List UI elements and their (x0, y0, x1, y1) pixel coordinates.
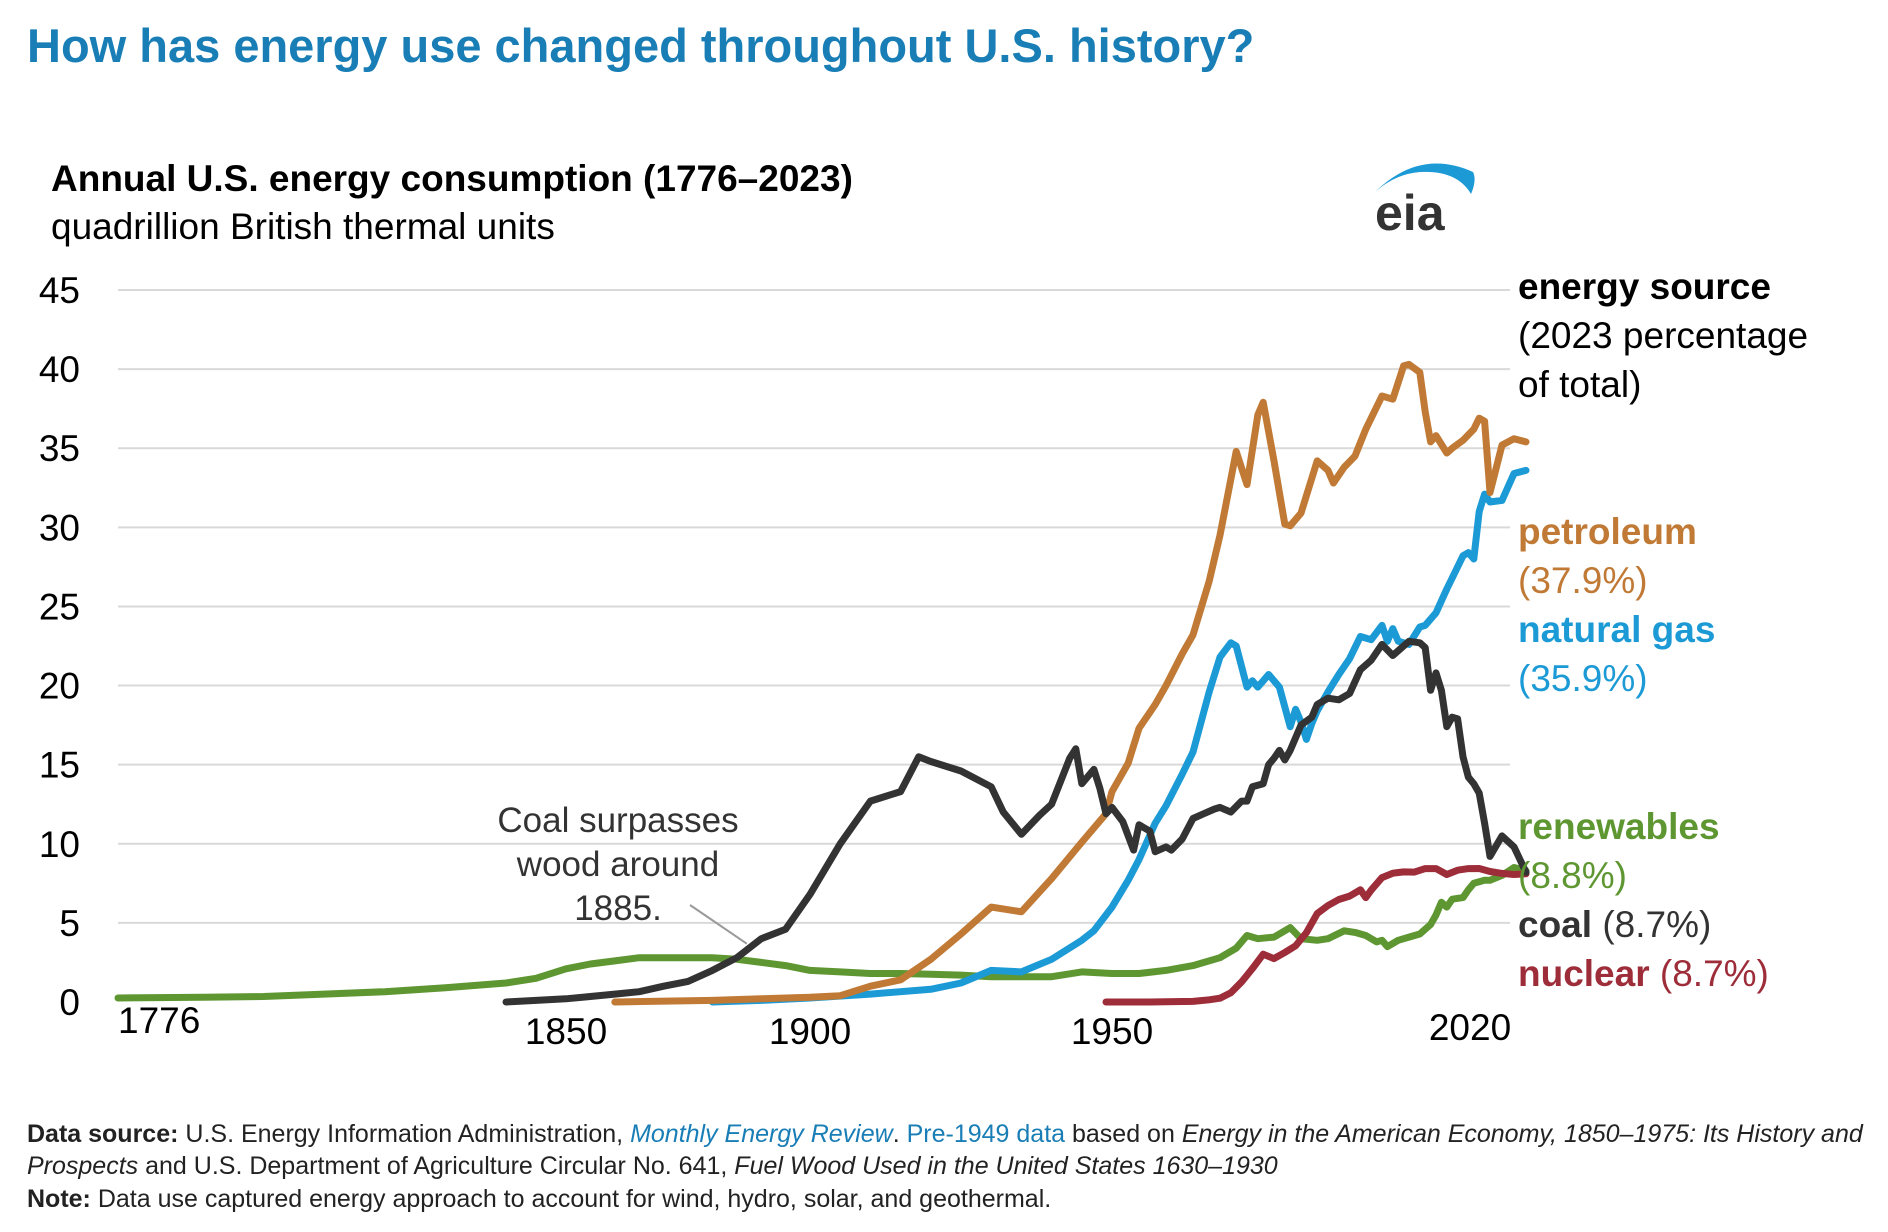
legend-natural-gas: natural gas (35.9%) (1518, 605, 1715, 703)
legend-renewables-name: renewables (1518, 806, 1720, 847)
legend-petroleum: petroleum (37.9%) (1518, 507, 1697, 605)
eia-logo: eia (1375, 163, 1475, 240)
annotation-line-3: 1885. (574, 889, 662, 928)
y-tick-label: 25 (39, 586, 80, 627)
y-tick-label: 35 (39, 428, 80, 469)
grid (118, 289, 1510, 924)
annotation-line-1: Coal surpasses (497, 801, 738, 840)
legend-header: energy source (2023 percentage of total) (1518, 262, 1808, 409)
legend-coal-name: coal (1518, 904, 1593, 945)
source-text-2: . (892, 1120, 900, 1148)
legend-nuclear-name: nuclear (1518, 953, 1650, 994)
page-title: How has energy use changed throughout U.… (27, 19, 1255, 72)
annotation-pointer (689, 904, 748, 945)
y-tick-label: 0 (59, 982, 80, 1023)
series-line-petroleum (611, 360, 1530, 1006)
pre-1949-data-link[interactable]: Pre-1949 data (906, 1120, 1066, 1148)
chart-subtitle: quadrillion British thermal units (51, 206, 555, 247)
annotation: Coal surpasses wood around 1885. (497, 801, 748, 945)
note-text: Data use captured energy approach to acc… (97, 1185, 1052, 1213)
legend-coal: coal (8.7%) (1518, 900, 1711, 949)
legend-renewables-share: (8.8%) (1518, 855, 1627, 896)
y-tick-label: 30 (39, 507, 80, 548)
series-line-coal (502, 637, 1530, 1006)
y-tick-label: 40 (39, 349, 80, 390)
source-text-3: based on (1072, 1120, 1175, 1148)
x-axis-ticks: 1776 1850 1900 1950 2020 (118, 1000, 1511, 1052)
x-tick-label-1776: 1776 (118, 1000, 200, 1041)
monthly-energy-review-link[interactable]: Monthly Energy Review (630, 1120, 893, 1148)
source-italic-1: Energy in the American Economy, 1850–197… (27, 1120, 1863, 1180)
source-text-1: U.S. Energy Information Administration, (185, 1120, 624, 1148)
legend-title: energy source (1518, 266, 1771, 307)
legend-subtitle-2: of total) (1518, 364, 1642, 405)
chart-title: Annual U.S. energy consumption (1776–202… (51, 158, 853, 199)
legend-subtitle-1: (2023 percentage (1518, 315, 1809, 356)
series-line-natural-gas (708, 466, 1530, 1006)
y-tick-label: 5 (59, 903, 80, 944)
y-tick-label: 45 (39, 270, 80, 311)
footer-source: Data source: U.S. Energy Information Adm… (27, 1118, 1867, 1182)
source-text-4: and U.S. Department of Agriculture Circu… (145, 1152, 728, 1180)
footer-note: Note: Data use captured energy approach … (27, 1183, 1867, 1215)
annotation-line-2: wood around (516, 845, 719, 884)
source-label: Data source: (27, 1120, 179, 1148)
note-label: Note: (27, 1185, 91, 1213)
eia-logo-text: eia (1375, 185, 1446, 240)
legend-coal-share: (8.7%) (1602, 904, 1712, 945)
legend-nuclear-share: (8.7%) (1659, 953, 1769, 994)
source-italic-2: Fuel Wood Used in the United States 1630… (734, 1152, 1278, 1180)
x-tick-label-1950: 1950 (1071, 1011, 1153, 1052)
y-tick-label: 15 (39, 745, 80, 786)
legend-petroleum-name: petroleum (1518, 511, 1697, 552)
legend-natural-gas-share: (35.9%) (1518, 658, 1648, 699)
legend-renewables: renewables (8.8%) (1518, 802, 1720, 900)
legend-petroleum-share: (37.9%) (1518, 560, 1648, 601)
y-tick-label: 10 (39, 824, 80, 865)
x-tick-label-2020: 2020 (1429, 1007, 1511, 1048)
y-axis-ticks: 0 5 10 15 20 25 30 35 40 45 (39, 270, 80, 1023)
legend-natural-gas-name: natural gas (1518, 609, 1716, 650)
series-lines (114, 360, 1530, 1006)
series-line-renewables (114, 864, 1530, 1002)
legend-nuclear: nuclear (8.7%) (1518, 949, 1769, 998)
x-tick-label-1900: 1900 (769, 1011, 851, 1052)
x-tick-label-1850: 1850 (525, 1011, 607, 1052)
series-line-nuclear (1102, 865, 1530, 1006)
y-tick-label: 20 (39, 666, 80, 707)
